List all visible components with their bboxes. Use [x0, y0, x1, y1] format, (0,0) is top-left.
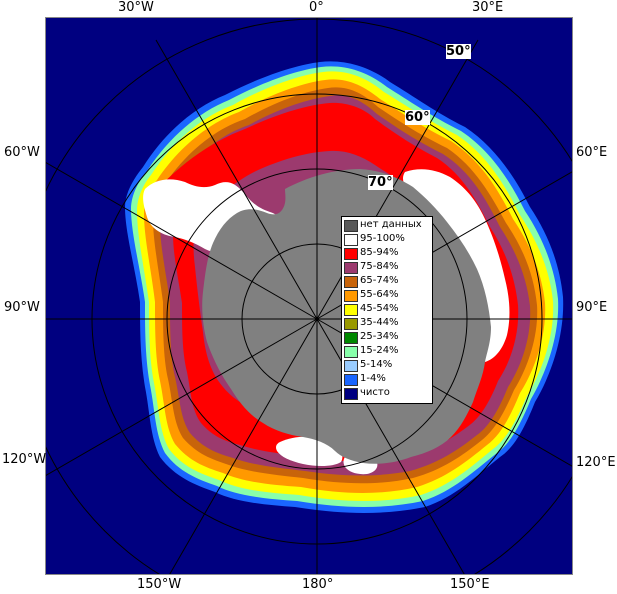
lon-label-90e: 90°E	[576, 300, 608, 315]
legend-swatch	[344, 318, 358, 330]
legend-swatch	[344, 220, 358, 232]
legend-label: 45-54%	[360, 303, 399, 314]
legend-label: 55-64%	[360, 289, 399, 300]
legend-swatch	[344, 332, 358, 344]
map-canvas	[45, 17, 573, 575]
legend-label: 1-4%	[360, 373, 386, 384]
legend-label: нет данных	[360, 219, 422, 230]
legend: нет данных 95-100% 85-94% 75-84% 65-74% 55-64…	[341, 216, 433, 404]
legend-swatch	[344, 304, 358, 316]
legend-label: 25-34%	[360, 331, 399, 342]
lon-label-0: 0°	[309, 0, 324, 15]
legend-swatch	[344, 234, 358, 246]
legend-swatch	[344, 388, 358, 400]
legend-label: 75-84%	[360, 261, 399, 272]
lon-label-150e: 150°E	[450, 577, 490, 592]
lat-label-50: 50°	[446, 44, 471, 59]
lon-label-90w: 90°W	[4, 300, 40, 315]
legend-swatch	[344, 346, 358, 358]
legend-swatch	[344, 290, 358, 302]
lat-label-70: 70°	[368, 175, 393, 190]
legend-swatch	[344, 262, 358, 274]
lon-label-60e: 60°E	[576, 145, 608, 160]
legend-swatch	[344, 248, 358, 260]
graticule	[45, 17, 573, 575]
lon-label-120e: 120°E	[576, 455, 616, 470]
legend-swatch	[344, 374, 358, 386]
lon-label-60w: 60°W	[4, 145, 40, 160]
legend-label: 5-14%	[360, 359, 393, 370]
legend-swatch	[344, 276, 358, 288]
legend-label: 35-44%	[360, 317, 399, 328]
lon-label-30w: 30°W	[118, 0, 154, 15]
sea-ice-map	[45, 17, 573, 575]
lon-label-30e: 30°E	[472, 0, 504, 15]
legend-label: 85-94%	[360, 247, 399, 258]
legend-label: чисто	[360, 387, 390, 398]
legend-label: 95-100%	[360, 233, 405, 244]
legend-swatch	[344, 360, 358, 372]
legend-label: 65-74%	[360, 275, 399, 286]
legend-label: 15-24%	[360, 345, 399, 356]
lon-label-120w: 120°W	[2, 452, 47, 467]
lat-label-60: 60°	[405, 110, 430, 125]
lon-label-150w: 150°W	[137, 577, 182, 592]
lon-label-180: 180°	[302, 577, 334, 592]
